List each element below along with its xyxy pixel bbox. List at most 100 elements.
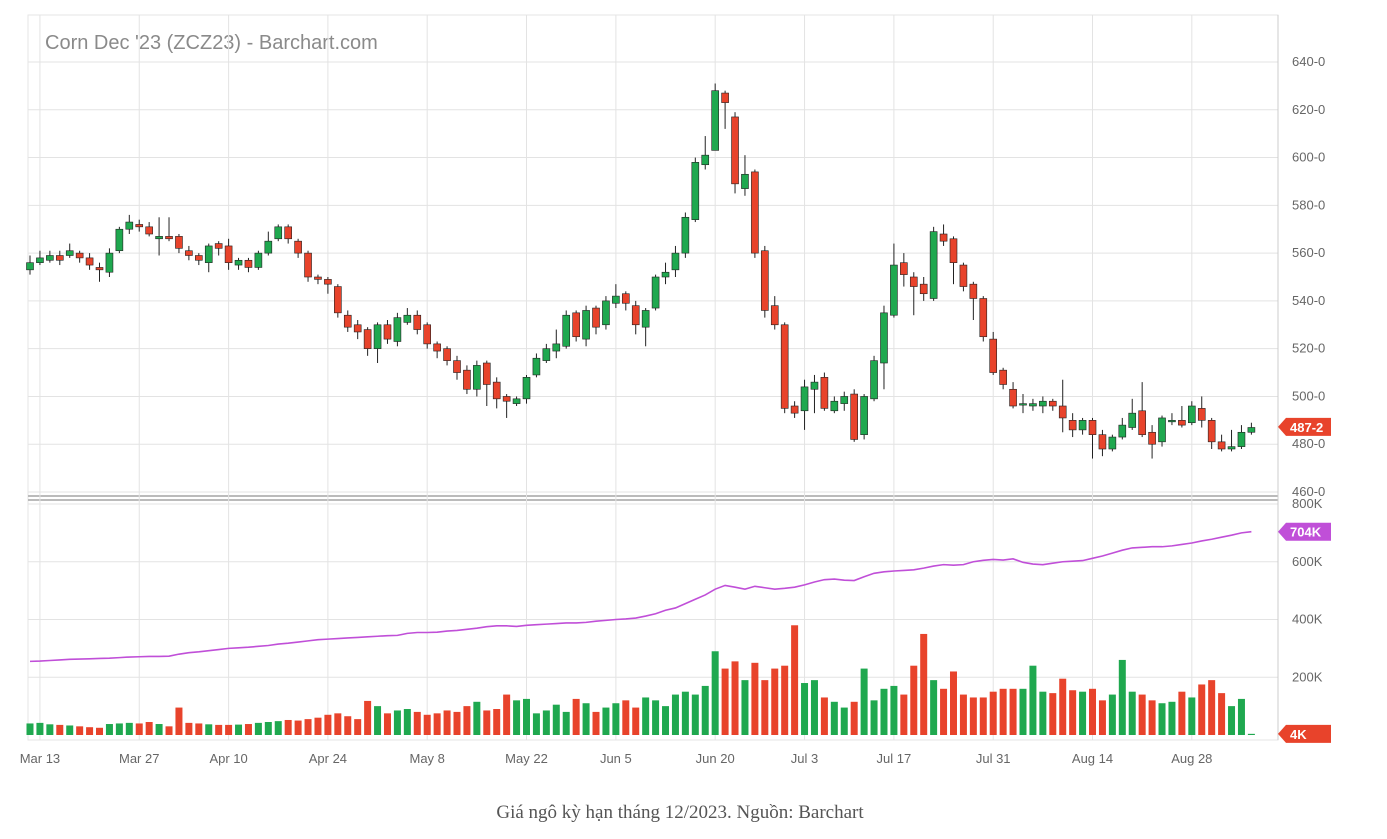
candle-body (810, 381, 819, 390)
volume-bar (592, 711, 600, 735)
volume-bar (1148, 700, 1156, 735)
volume-bar (523, 698, 530, 735)
volume-bar (870, 700, 878, 735)
candle-body (473, 365, 481, 390)
volume-tag: 4K (1290, 727, 1307, 742)
volume-bar (1089, 688, 1097, 735)
candle-body (1207, 420, 1216, 443)
candle-body (314, 276, 322, 280)
candle-body (294, 240, 302, 254)
volume-bar (513, 700, 521, 735)
candle-body (105, 252, 114, 273)
x-tick-label: Aug 14 (1072, 751, 1113, 766)
y2-tick-label: 600K (1292, 554, 1323, 569)
candle-body (1247, 427, 1256, 433)
candle-body (1188, 405, 1196, 424)
candle-body (790, 405, 799, 414)
volume-bar (165, 726, 173, 735)
volume-bar (244, 724, 252, 735)
candle-body (224, 245, 233, 263)
volume-bar (364, 700, 372, 735)
volume-bar (175, 707, 183, 735)
candle-body (989, 338, 998, 373)
volume-bar (1079, 691, 1087, 735)
volume-bar (66, 725, 74, 735)
price-tag-shape (1278, 417, 1331, 436)
candle-body (65, 250, 74, 256)
candle-body (1217, 441, 1226, 450)
volume-bar (26, 723, 34, 735)
volume-bar (662, 706, 670, 735)
volume-tag-shape (1278, 724, 1331, 743)
candle-body (145, 226, 153, 235)
candle-body (850, 393, 858, 440)
volume-bar (105, 724, 113, 735)
volume-bar (930, 680, 938, 735)
candle-body (969, 283, 978, 299)
candle-body (641, 310, 650, 328)
candle-body (651, 276, 660, 309)
candle-body (919, 283, 928, 295)
volume-bar (761, 680, 769, 735)
volume-bar (334, 713, 342, 735)
candle-body (1078, 420, 1087, 431)
candle-body (572, 312, 580, 338)
candle-body (363, 329, 372, 349)
caption: Giá ngô kỳ hạn tháng 12/2023. Nguồn: Bar… (496, 802, 864, 823)
volume-bar (235, 724, 243, 735)
volume-bar (652, 700, 660, 735)
candle-body (532, 357, 541, 376)
plot-frame (27, 14, 1279, 741)
volume-bar (969, 697, 977, 735)
volume-bar (721, 668, 729, 735)
price-tag: 487-2 (1290, 420, 1323, 435)
candle-body (463, 369, 471, 390)
y-tick-label: 600-0 (1292, 150, 1325, 165)
candle-body (1039, 400, 1047, 407)
candle-body (721, 92, 729, 103)
candle-body (135, 224, 144, 228)
volume-bar (294, 720, 302, 735)
volume-bar (56, 724, 64, 735)
volume-bar (1168, 701, 1176, 735)
volume-bar (572, 698, 580, 735)
candle-body (274, 226, 283, 240)
volume-bar (145, 722, 153, 735)
candle-body (1029, 403, 1037, 407)
candle-body (115, 228, 124, 252)
candle-body (949, 238, 958, 263)
candle-body (909, 276, 918, 287)
volume-bar (1218, 693, 1226, 735)
volume-bar (622, 700, 630, 735)
volume-bar (215, 724, 223, 735)
volume-bar (96, 727, 104, 735)
volume-bar (354, 719, 362, 735)
candle-body (612, 295, 620, 304)
volume-bar (374, 706, 382, 735)
candle-body (155, 236, 163, 240)
volume-bar (1098, 700, 1106, 735)
candle-body (959, 264, 968, 287)
candle-body (413, 314, 422, 330)
volume-bar (304, 719, 312, 735)
volume-bar (959, 694, 967, 735)
candle-body (512, 398, 521, 404)
volume-bar (860, 668, 868, 735)
candle-body (770, 305, 779, 326)
volume-bar (1158, 703, 1166, 735)
candle-body (999, 369, 1007, 385)
volume-bar (552, 704, 560, 735)
candle-body (1178, 420, 1186, 426)
volume-bar (115, 723, 123, 735)
volume-bar (1069, 690, 1077, 735)
candle-body (939, 233, 948, 242)
candle-body (1148, 431, 1156, 445)
candle-body (1058, 405, 1067, 419)
candle-body (631, 305, 640, 326)
volume-bar (344, 716, 352, 735)
candle-body (26, 262, 34, 271)
candle-body (443, 348, 451, 361)
volume-bar (483, 710, 491, 735)
volume-bar (820, 697, 828, 735)
